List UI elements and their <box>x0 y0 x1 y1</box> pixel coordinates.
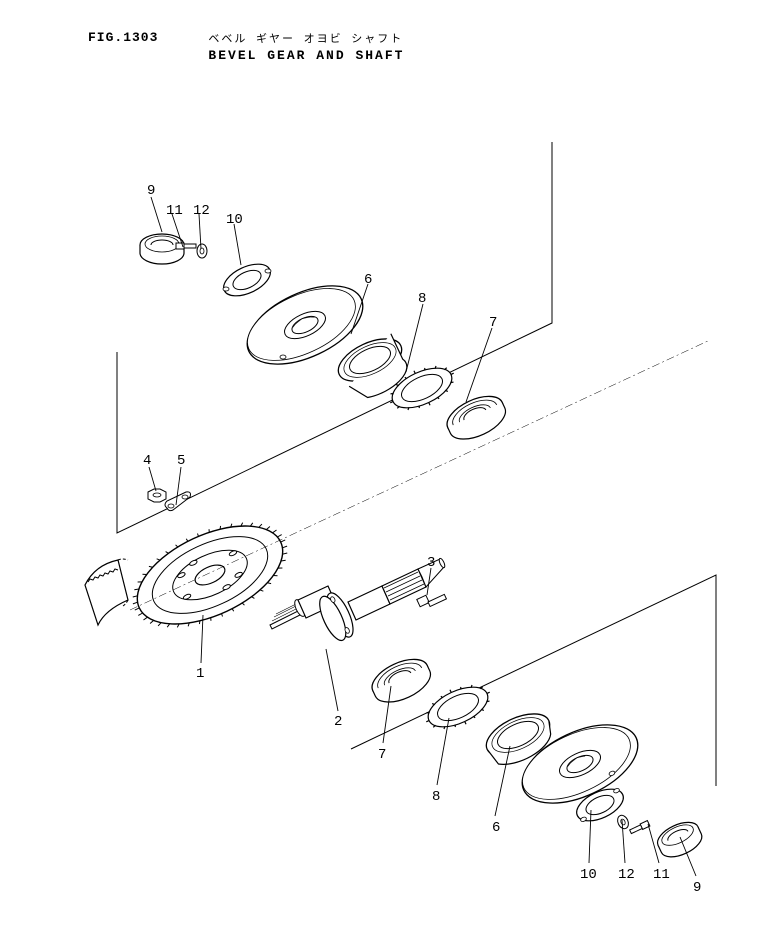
callout-5: 5 <box>177 453 185 469</box>
part-11-lower <box>629 821 650 835</box>
part-7-lower <box>366 652 436 710</box>
callout-12: 12 <box>618 867 635 883</box>
callout-8: 8 <box>418 291 426 307</box>
part-9-lower <box>653 817 706 863</box>
callout-10: 10 <box>580 867 597 883</box>
callout-6: 6 <box>364 272 372 288</box>
callout-1: 1 <box>196 666 204 682</box>
callout-3: 3 <box>427 555 435 571</box>
callout-11: 11 <box>166 203 183 219</box>
callout-7: 7 <box>378 747 386 763</box>
callout-7: 7 <box>489 315 497 331</box>
callout-4: 4 <box>143 453 151 469</box>
exploded-diagram <box>0 0 774 934</box>
callout-10: 10 <box>226 212 243 228</box>
callout-11: 11 <box>653 867 670 883</box>
callout-9: 9 <box>147 183 155 199</box>
part-11-upper <box>176 243 196 249</box>
part-12-upper <box>197 244 207 258</box>
callout-12: 12 <box>193 203 210 219</box>
callout-8: 8 <box>432 789 440 805</box>
callout-6: 6 <box>492 820 500 836</box>
callout-2: 2 <box>334 714 342 730</box>
part-4-nut <box>148 489 166 502</box>
callout-9: 9 <box>693 880 701 896</box>
part-10-upper <box>219 258 275 303</box>
partial-gear-left <box>85 559 128 625</box>
part-3-bolt <box>417 594 447 606</box>
part-7-upper <box>441 389 511 447</box>
